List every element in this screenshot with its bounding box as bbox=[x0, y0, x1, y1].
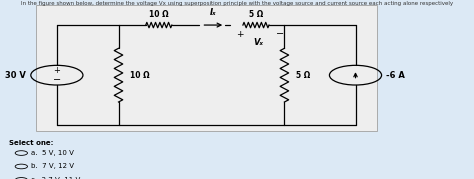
Text: +: + bbox=[54, 66, 60, 75]
Text: +: + bbox=[236, 30, 243, 38]
Text: -6 A: -6 A bbox=[386, 71, 405, 80]
Text: 30 V: 30 V bbox=[5, 71, 26, 80]
Text: a.  5 V, 10 V: a. 5 V, 10 V bbox=[31, 150, 73, 156]
Text: Vₓ: Vₓ bbox=[253, 38, 264, 47]
Text: Iₓ: Iₓ bbox=[210, 8, 217, 17]
Text: c.  2 7 V, 11 V: c. 2 7 V, 11 V bbox=[31, 177, 80, 179]
Text: 10 Ω: 10 Ω bbox=[130, 71, 150, 80]
Text: b.  7 V, 12 V: b. 7 V, 12 V bbox=[31, 163, 74, 170]
Text: In the figure shown below, determine the voltage Vx using superposition principl: In the figure shown below, determine the… bbox=[21, 1, 453, 6]
Text: −: − bbox=[53, 75, 61, 85]
Text: 10 Ω: 10 Ω bbox=[149, 10, 169, 19]
Text: 5 Ω: 5 Ω bbox=[296, 71, 310, 80]
Text: 5 Ω: 5 Ω bbox=[249, 10, 263, 19]
Text: −: − bbox=[275, 29, 284, 39]
Bar bbox=[36, 5, 377, 131]
Text: Select one:: Select one: bbox=[9, 140, 54, 146]
